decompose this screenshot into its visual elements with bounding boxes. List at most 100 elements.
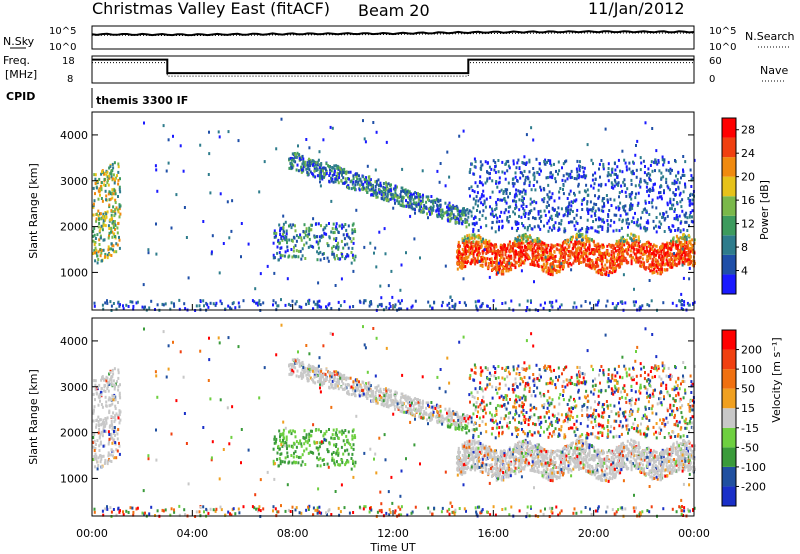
power-cell [291, 255, 294, 259]
power-cell [667, 244, 670, 248]
power-cell [351, 253, 354, 257]
velocity-cell [97, 415, 100, 419]
power-cell [509, 205, 512, 209]
power-cell [677, 251, 680, 255]
power-cell [108, 198, 111, 202]
power-cell [113, 232, 116, 236]
power-cell [115, 242, 118, 246]
power-cell [210, 252, 213, 256]
power-cell [472, 229, 475, 233]
power-cell [355, 174, 358, 178]
power-cell [689, 242, 692, 246]
power-cell [687, 197, 690, 200]
power-cell [610, 245, 613, 249]
power-cell [612, 269, 614, 273]
power-cell [544, 213, 547, 217]
velocity-cell [448, 420, 451, 424]
velocity-cell [107, 398, 110, 402]
power-cell [474, 244, 477, 248]
velocity-cell [92, 419, 95, 423]
velocity-cell [116, 380, 118, 384]
power-cell [410, 202, 413, 206]
power-cell [536, 171, 539, 175]
power-cell [588, 248, 591, 252]
power-cell [356, 172, 359, 176]
power-cell [617, 158, 620, 162]
power-cell [368, 175, 371, 179]
power-cell [518, 258, 521, 262]
power-cell [544, 162, 547, 166]
power-cell [518, 256, 521, 260]
power-cell [641, 304, 644, 308]
velocity-cell [108, 396, 111, 400]
power-cell [581, 233, 584, 237]
power-cell [247, 242, 250, 246]
power-cell [300, 168, 303, 172]
power-cell [532, 138, 535, 142]
power-cell [684, 182, 686, 186]
power-cell [273, 229, 276, 233]
velocity-cell [95, 418, 98, 422]
power-cell [635, 175, 638, 179]
power-cell [472, 206, 475, 210]
velocity-cell [105, 418, 108, 422]
power-cell [361, 187, 363, 191]
power-cell [109, 300, 112, 304]
power-cell [99, 193, 101, 197]
power-cell [545, 176, 548, 180]
power-cell [97, 258, 100, 261]
power-cell [578, 235, 580, 238]
power-cell [405, 199, 407, 203]
power-cell [100, 251, 103, 255]
power-cell [532, 216, 534, 220]
power-cell [106, 301, 109, 305]
power-cell [636, 250, 639, 253]
power-cell [378, 183, 381, 187]
power-cell [489, 246, 492, 250]
power-cell [637, 256, 640, 260]
power-cell [513, 199, 516, 203]
power-cell [625, 218, 628, 222]
velocity-cell [101, 465, 103, 469]
power-cell [539, 303, 542, 307]
velocity-cell [102, 454, 105, 458]
power-cell [229, 306, 231, 310]
velocity-cell [365, 382, 367, 386]
power-cell [382, 182, 385, 185]
power-cell [480, 167, 483, 171]
power-cell [276, 251, 279, 255]
power-cell [559, 243, 562, 247]
power-cell [584, 174, 586, 178]
power-cell [117, 222, 120, 226]
power-cell [528, 245, 531, 249]
power-cell [278, 241, 281, 245]
power-cell [468, 233, 471, 237]
power-cell [117, 165, 120, 169]
power-cell [629, 207, 631, 211]
power-cell [606, 244, 609, 248]
power-cell [623, 158, 626, 162]
power-cell [538, 216, 541, 220]
velocity-cell [92, 436, 95, 439]
power-cell [517, 243, 520, 247]
power-cell [626, 251, 629, 255]
power-cell [680, 205, 683, 209]
power-cell [507, 164, 510, 168]
power-cell [303, 243, 306, 247]
power-cell [319, 250, 322, 254]
power-cell [660, 197, 663, 201]
power-cell [486, 257, 489, 261]
power-cell [523, 169, 526, 173]
power-cell [592, 162, 594, 166]
power-cell [374, 185, 377, 188]
power-cell [615, 239, 618, 243]
power-cell [586, 255, 589, 259]
power-cell [187, 276, 190, 280]
power-cell [650, 160, 653, 164]
power-cell [687, 249, 690, 253]
power-cell [342, 176, 345, 180]
power-cell [333, 167, 336, 171]
power-cell [521, 261, 524, 265]
power-cell [469, 241, 472, 245]
